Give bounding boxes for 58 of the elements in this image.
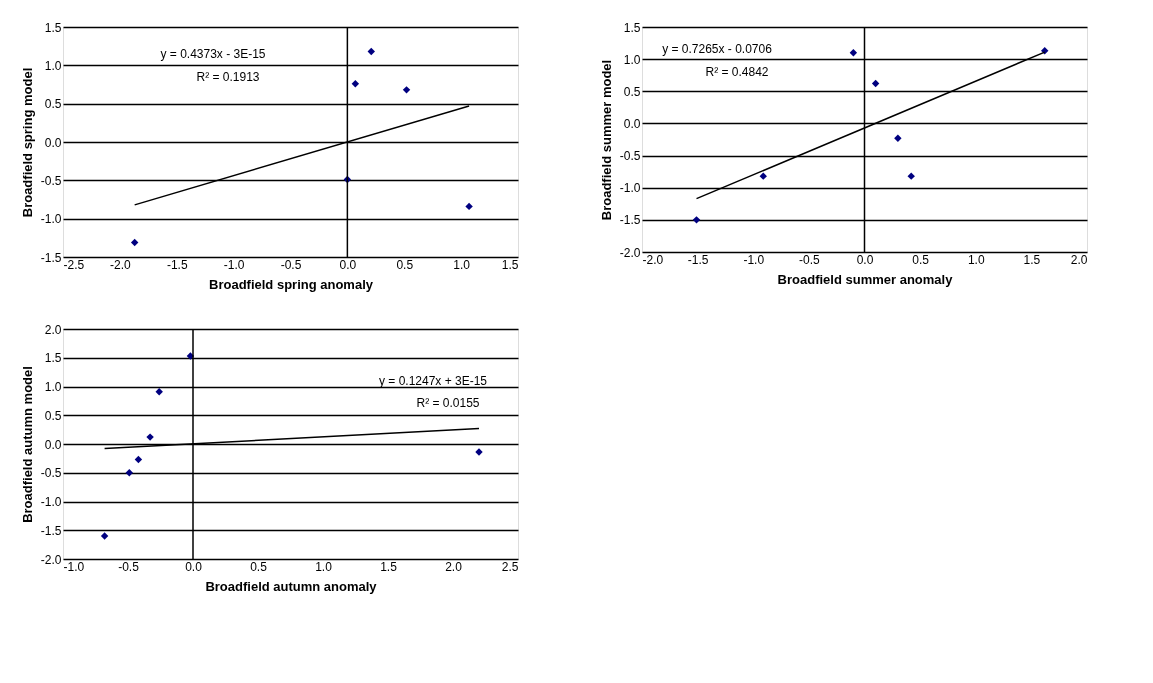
x-tick-label: 2.0 <box>445 559 463 574</box>
y-tick-label: 0.0 <box>623 116 641 131</box>
x-tick-label: 0.5 <box>912 252 930 267</box>
x-tick-label: 1.5 <box>1023 252 1041 267</box>
x-tick-label: 0.5 <box>250 559 268 574</box>
y-tick-label: 1.5 <box>44 20 62 35</box>
x-tick-label: 0.0 <box>339 257 357 272</box>
x-tick-label: -0.5 <box>118 559 140 574</box>
y-tick-label: 1.5 <box>623 20 641 35</box>
x-tick-label: 0.0 <box>856 252 874 267</box>
y-tick-label: -1.5 <box>619 213 641 228</box>
x-tick-label: -2.0 <box>642 252 664 267</box>
annotation: R² = 0.1913 <box>196 70 260 84</box>
y-tick-label: 0.5 <box>44 97 62 112</box>
y-axis-title: Broadfield spring model <box>19 67 35 218</box>
annotation: R² = 0.0155 <box>416 396 480 410</box>
x-tick-label: -1.0 <box>63 559 85 574</box>
y-tick-label: 0.5 <box>623 84 641 99</box>
x-tick-label: -0.5 <box>280 257 302 272</box>
y-tick-label: -1.0 <box>40 212 62 227</box>
y-tick-label: -0.5 <box>40 466 62 481</box>
x-tick-label: -1.5 <box>687 252 709 267</box>
x-tick-label: 1.0 <box>967 252 985 267</box>
y-tick-label: 2.0 <box>44 322 62 337</box>
y-axis-title: Broadfield autumn model <box>19 366 35 523</box>
x-tick-label: -1.0 <box>223 257 245 272</box>
y-tick-label: 0.0 <box>44 135 62 150</box>
x-tick-label: -2.5 <box>63 257 85 272</box>
y-tick-label: 0.0 <box>44 437 62 452</box>
y-axis-title: Broadfield summer model <box>598 59 614 221</box>
x-tick-label: -1.0 <box>743 252 765 267</box>
x-tick-label: 2.5 <box>501 559 519 574</box>
annotation: y = 0.4373x - 3E-15 <box>160 47 266 61</box>
y-tick-label: -1.5 <box>40 523 62 538</box>
x-tick-label: 1.0 <box>453 257 471 272</box>
y-tick-label: -1.0 <box>40 495 62 509</box>
x-tick-label: -1.5 <box>166 257 188 272</box>
x-axis-title: Broadfield autumn anomaly <box>205 578 378 594</box>
x-tick-label: 1.5 <box>380 559 398 574</box>
x-tick-label: 2.0 <box>1070 252 1088 267</box>
y-tick-label: -0.5 <box>619 149 641 164</box>
x-axis-title: Broadfield spring anomaly <box>209 276 374 292</box>
y-tick-label: -1.0 <box>619 181 641 196</box>
y-tick-label: 1.0 <box>44 380 62 394</box>
x-tick-label: 0.5 <box>396 257 414 272</box>
x-tick-label: 1.5 <box>501 257 519 272</box>
y-tick-label: 1.0 <box>44 58 62 73</box>
y-tick-label: 0.5 <box>44 408 62 423</box>
annotation: y = 0.7265x - 0.0706 <box>662 42 773 56</box>
annotation: R² = 0.4842 <box>705 65 769 79</box>
x-tick-label: -2.0 <box>110 257 132 272</box>
y-tick-label: 1.0 <box>623 52 641 67</box>
x-tick-label: -0.5 <box>799 252 821 267</box>
x-tick-label: 1.0 <box>315 559 333 574</box>
y-tick-label: -0.5 <box>40 173 62 188</box>
x-axis-title: Broadfield summer anomaly <box>777 271 954 287</box>
x-tick-label: 0.0 <box>185 559 203 574</box>
y-tick-label: 1.5 <box>44 351 62 366</box>
